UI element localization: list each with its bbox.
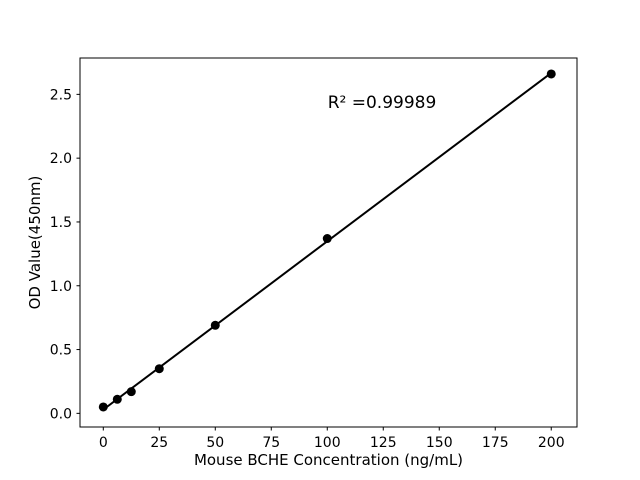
- y-tick-label: 0.5: [50, 343, 72, 359]
- x-tick-label: 200: [538, 435, 565, 451]
- x-tick-label: 175: [482, 435, 509, 451]
- x-axis-label: Mouse BCHE Concentration (ng/mL): [194, 451, 463, 469]
- x-tick-label: 125: [370, 435, 397, 451]
- data-point: [322, 234, 332, 244]
- data-layer: [98, 69, 556, 412]
- data-point: [112, 394, 122, 404]
- x-tick-label: 100: [314, 435, 341, 451]
- data-point: [546, 69, 556, 79]
- r-squared-annotation: R² =0.99989: [328, 93, 437, 113]
- data-point: [98, 402, 108, 412]
- x-tick-label: 25: [150, 435, 168, 451]
- axes-layer: 0 25 50 75 100 125 150 175 200 0.0 0.5 1.0 1.5 2.0 2.5: [50, 57, 578, 451]
- data-point: [126, 387, 136, 397]
- x-tick-label: 75: [262, 435, 280, 451]
- y-tick-label: 1.5: [50, 215, 72, 231]
- y-tick-label: 1.0: [50, 279, 72, 295]
- y-tick-label: 2.0: [50, 151, 72, 167]
- x-tick-label: 0: [99, 435, 108, 451]
- x-tick-label: 50: [206, 435, 224, 451]
- plot-frame: [79, 57, 578, 428]
- data-point: [210, 320, 220, 330]
- y-tick-label: 0.0: [50, 406, 72, 422]
- y-axis-label: OD Value(450nm): [26, 176, 44, 310]
- y-tick-label: 2.5: [50, 87, 72, 103]
- data-point: [154, 364, 164, 374]
- x-tick-label: 150: [426, 435, 453, 451]
